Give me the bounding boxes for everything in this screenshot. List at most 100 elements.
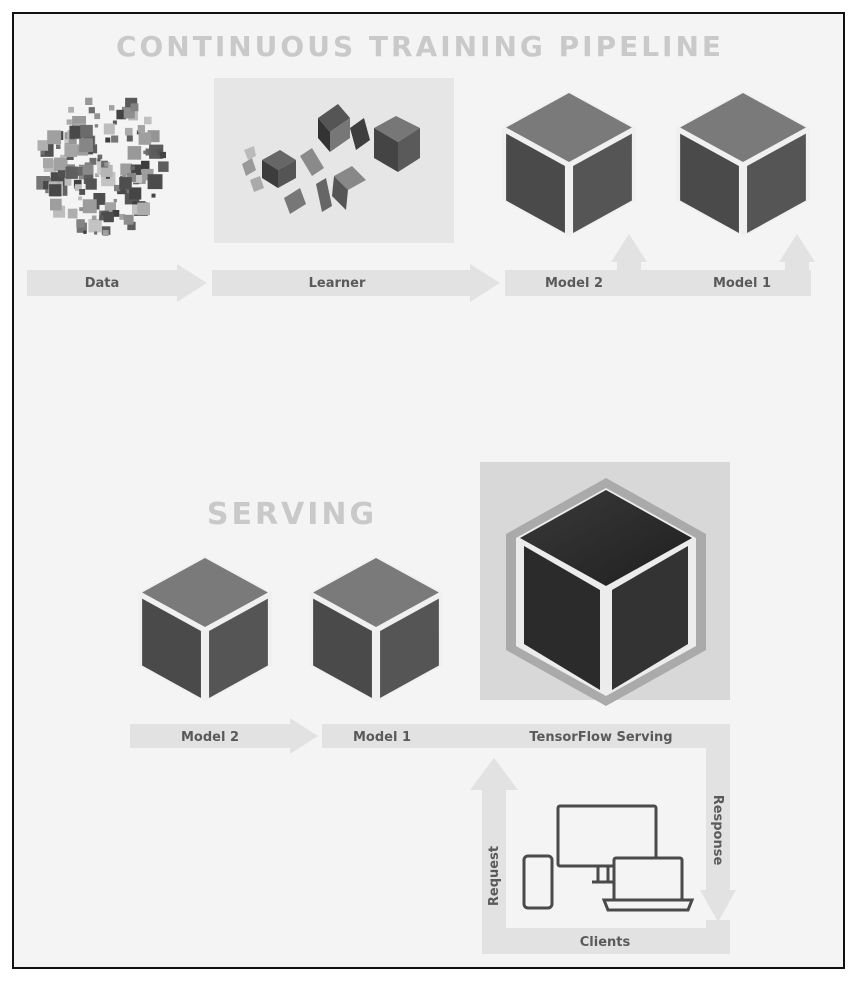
data-particle [88,219,102,233]
serving-flow-arrows [130,718,736,954]
label-serving-model1: Model 1 [353,730,411,745]
data-particle [113,198,117,203]
data-particle [75,184,82,191]
data-particle [40,151,45,156]
data-particle [117,185,126,195]
label-response: Response [710,795,725,866]
data-particle [103,211,114,223]
data-particle [149,144,164,159]
data-particle [66,119,72,125]
training-title: CONTINUOUS TRAINING PIPELINE [116,30,724,63]
data-particle [93,193,106,205]
data-particle [76,219,85,228]
data-particle [83,230,87,234]
data-particle [94,231,98,235]
data-particle [123,214,134,225]
data-particle [82,199,97,214]
data-particle [126,135,133,142]
label-serving-model2: Model 2 [181,730,239,745]
data-particle [95,173,99,177]
data-particle [127,146,142,160]
data-particle [141,160,150,170]
data-particle [123,107,135,119]
data-particle [79,207,84,212]
data-particle [64,144,78,157]
data-particle [65,166,78,179]
data-particle [151,193,156,198]
data-particle [119,214,126,220]
serving-title: SERVING [207,497,377,532]
data-particle [137,125,145,133]
data-particle [100,211,105,216]
data-particle [103,123,115,135]
data-particle [37,140,49,151]
data-particle [129,187,142,200]
data-particle [133,174,141,182]
data-particle [138,132,152,145]
data-particle [89,157,97,165]
data-particle [47,130,62,145]
data-particle [131,164,142,175]
data-particle [104,202,116,214]
data-particle [120,163,132,175]
training-model2-cube-icon [502,90,636,238]
data-particle [112,120,117,125]
data-particle [68,106,74,113]
data-particle [127,221,136,231]
data-particle [145,148,153,156]
data-particle [94,124,99,128]
data-particle [119,177,132,190]
data-particle [102,230,109,236]
data-particle [159,151,166,159]
data-particle [73,167,83,176]
label-training-model2: Model 2 [545,276,603,291]
phone-icon [522,854,554,910]
data-particle [156,149,163,155]
data-particle [50,198,62,211]
training-flow-arrows [27,234,815,302]
data-particle [158,161,169,172]
data-particle [97,158,101,162]
label-learner: Learner [309,276,366,291]
data-particle [147,174,163,190]
label-training-model1: Model 1 [713,276,771,291]
label-clients: Clients [580,935,631,950]
data-particle [125,127,133,136]
data-particle [94,113,101,120]
training-model1-cube-icon [676,90,810,238]
data-particle [100,164,113,177]
data-particle [79,189,86,195]
data-particle [111,135,119,143]
learner-cubes-icon [242,104,420,214]
label-tensorflow-serving: TensorFlow Serving [529,730,672,745]
data-particle [43,158,53,169]
data-particle [69,125,83,139]
data-particle [112,210,120,217]
data-scatter-icon [36,97,169,236]
data-particle [53,157,68,172]
data-particle [61,176,72,186]
data-particle [85,178,97,190]
data-particle [91,215,97,221]
data-particle [57,170,66,178]
data-particle [109,105,115,111]
data-particle [85,97,93,105]
tensorflow-serving-cube-icon [506,478,706,706]
data-particle [64,139,69,144]
data-particle [76,222,87,233]
data-particle [104,162,109,167]
data-particle [88,107,95,114]
data-particle [116,109,126,120]
label-data: Data [85,276,120,291]
data-particle [130,165,135,171]
data-particle [79,138,93,153]
data-particle [43,181,52,190]
data-particle [60,154,65,160]
data-particle [122,175,127,180]
data-particle [137,202,150,216]
data-particle [80,124,93,138]
data-particle [49,184,62,197]
label-request: Request [487,846,502,906]
data-particle [105,137,111,143]
